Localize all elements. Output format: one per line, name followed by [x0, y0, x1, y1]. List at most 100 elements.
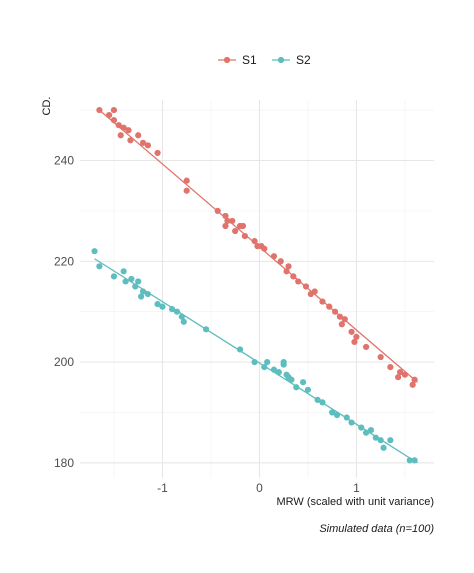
data-point-s2	[319, 399, 326, 406]
data-point-s2	[406, 457, 413, 464]
data-point-s1	[214, 207, 221, 214]
data-point-s2	[288, 376, 295, 383]
data-point-s1	[241, 232, 248, 240]
data-point-s1	[363, 343, 370, 351]
data-point-s1	[183, 177, 190, 184]
data-point-s1	[277, 258, 284, 265]
data-point-s2	[139, 288, 147, 295]
data-point-s1	[290, 273, 297, 280]
data-point-s2	[264, 358, 271, 366]
data-point-s2	[169, 306, 176, 313]
data-point-s2	[280, 358, 287, 366]
data-point-s1	[270, 253, 278, 260]
tick-labels: -1 0 1 180 200 220 240	[54, 153, 360, 495]
data-point-s1	[224, 217, 231, 225]
data-point-s2	[270, 366, 278, 373]
data-point-s1	[409, 381, 416, 388]
data-point-s2	[387, 437, 394, 444]
data-point-s2	[159, 303, 166, 310]
y-axis-title: CD.	[41, 97, 53, 116]
data-point-s2	[173, 308, 181, 315]
data-point-s1	[401, 371, 409, 378]
y-tick-label: 180	[54, 456, 74, 470]
data-point-s1	[183, 187, 190, 194]
data-point-s2	[178, 313, 185, 320]
data-point-s1	[283, 268, 290, 275]
data-point-s1	[232, 227, 239, 235]
data-point-s1	[348, 328, 355, 335]
data-point-s1	[395, 374, 402, 381]
data-point-s1	[117, 132, 124, 139]
data-point-s1	[302, 283, 310, 290]
data-point-s2	[138, 293, 145, 300]
data-point-s2	[275, 369, 282, 376]
data-point-s2	[96, 263, 103, 270]
legend-key-point-s2	[277, 56, 285, 64]
data-point-s1	[154, 149, 161, 157]
data-point-s2	[333, 411, 341, 419]
data-point-s1	[351, 338, 358, 346]
data-point-s1	[319, 298, 326, 305]
data-point-s1	[229, 217, 236, 225]
data-point-s2	[380, 444, 387, 451]
data-point-s1	[331, 308, 339, 315]
data-point-s1	[396, 369, 404, 376]
data-point-s1	[96, 106, 103, 114]
data-point-s2	[135, 278, 142, 285]
data-point-s2	[314, 396, 321, 403]
y-tick-label: 220	[54, 254, 74, 268]
data-point-s2	[202, 326, 210, 333]
data-point-s2	[377, 437, 384, 444]
data-point-s2	[132, 283, 139, 290]
x-tick-label: 1	[353, 481, 360, 495]
data-point-s2	[343, 414, 350, 421]
legend-key-point-s1	[223, 56, 231, 64]
data-point-s2	[411, 457, 418, 464]
data-point-s1	[110, 106, 118, 114]
data-point-s1	[222, 222, 229, 230]
data-point-s1	[251, 238, 258, 245]
data-point-s1	[353, 333, 360, 340]
legend-label-s2: S2	[296, 53, 311, 67]
data-point-s2	[299, 379, 307, 386]
data-point-s1	[144, 142, 151, 149]
legend-label-s1: S1	[242, 53, 257, 67]
data-point-s2	[348, 419, 355, 426]
data-point-s1	[311, 288, 318, 295]
legend: S1 S2	[218, 53, 311, 67]
data-point-s1	[326, 303, 333, 310]
data-point-s1	[336, 313, 344, 320]
data-point-s1	[377, 353, 384, 361]
data-point-s1	[285, 263, 292, 270]
data-point-s1	[127, 137, 134, 144]
data-point-s2	[358, 424, 365, 431]
data-point-s2	[120, 268, 127, 275]
data-point-s2	[372, 434, 379, 441]
data-point-s1	[222, 212, 229, 220]
data-point-s2	[363, 429, 370, 436]
data-point-s1	[261, 245, 268, 252]
data-point-s2	[251, 358, 258, 366]
y-tick-label: 200	[54, 355, 74, 369]
data-point-s1	[139, 139, 147, 146]
data-point-s1	[338, 321, 345, 328]
data-point-s2	[110, 273, 118, 280]
data-point-s1	[135, 132, 142, 139]
data-point-s1	[387, 364, 394, 371]
data-point-s2	[180, 318, 187, 325]
data-point-s2	[261, 364, 268, 371]
data-point-s2	[91, 248, 98, 255]
data-points	[91, 106, 418, 464]
x-tick-label: -1	[157, 481, 168, 495]
data-point-s2	[293, 384, 300, 391]
data-point-s2	[367, 427, 375, 434]
x-axis-title: MRW (scaled with unit variance)	[276, 496, 434, 508]
y-tick-label: 240	[54, 153, 74, 167]
data-point-s1	[115, 122, 122, 129]
data-point-s2	[236, 346, 244, 353]
data-point-s2	[154, 301, 161, 308]
x-tick-label: 0	[256, 481, 263, 495]
data-point-s1	[110, 117, 118, 124]
